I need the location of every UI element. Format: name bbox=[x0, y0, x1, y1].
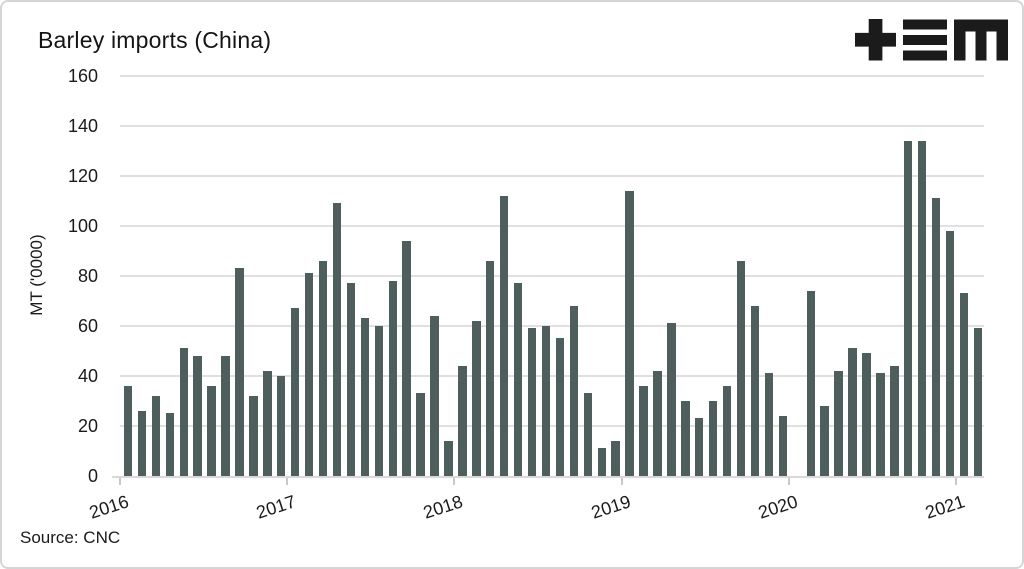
bar bbox=[904, 140, 913, 476]
bar bbox=[374, 325, 383, 476]
x-tick-label: 2018 bbox=[421, 491, 466, 523]
y-tick-label: 160 bbox=[67, 65, 98, 86]
bar bbox=[360, 318, 370, 476]
bar bbox=[639, 385, 648, 476]
bar bbox=[263, 370, 272, 476]
bar bbox=[973, 328, 983, 476]
bar bbox=[193, 355, 202, 476]
three-bars-icon bbox=[903, 19, 947, 61]
x-tick bbox=[620, 477, 623, 485]
bar bbox=[513, 283, 523, 476]
y-tick-label: 20 bbox=[77, 415, 98, 436]
bar bbox=[430, 315, 439, 476]
bar bbox=[820, 405, 829, 476]
y-tick-label: 140 bbox=[67, 115, 98, 136]
m-icon bbox=[954, 19, 1008, 61]
bar bbox=[555, 338, 565, 476]
bar bbox=[918, 140, 927, 476]
x-tick bbox=[286, 477, 289, 485]
bar bbox=[764, 373, 774, 476]
gridline bbox=[120, 324, 984, 327]
bar bbox=[472, 320, 481, 476]
bar bbox=[249, 395, 258, 476]
bar bbox=[625, 190, 634, 476]
bar bbox=[778, 415, 788, 476]
x-tick-label: 2019 bbox=[588, 491, 633, 523]
gridline bbox=[120, 124, 984, 127]
bar bbox=[179, 348, 188, 476]
plus-icon bbox=[855, 19, 896, 61]
x-tick-label: 2021 bbox=[922, 491, 968, 523]
bar bbox=[848, 348, 857, 476]
y-tick-label: 100 bbox=[67, 215, 98, 236]
gridline bbox=[120, 424, 984, 427]
bar bbox=[750, 305, 760, 476]
bar bbox=[541, 325, 551, 476]
bar bbox=[583, 393, 592, 476]
bar bbox=[207, 385, 216, 476]
source-label: Source: CNC bbox=[20, 528, 121, 547]
y-tick-label: 40 bbox=[77, 365, 98, 386]
bar bbox=[458, 365, 467, 476]
bar bbox=[444, 440, 453, 476]
bar bbox=[402, 240, 411, 476]
bar bbox=[346, 283, 356, 476]
bar bbox=[695, 418, 704, 476]
bar bbox=[667, 323, 676, 476]
bar bbox=[304, 273, 314, 476]
gridline bbox=[120, 174, 984, 177]
y-tick-label: 0 bbox=[87, 465, 98, 486]
x-tick-label: 2017 bbox=[254, 491, 299, 523]
bar bbox=[959, 293, 969, 476]
bar bbox=[681, 400, 690, 476]
bar bbox=[569, 305, 579, 476]
bar bbox=[709, 400, 718, 476]
bar bbox=[165, 413, 174, 476]
x-tick-label: 2016 bbox=[86, 491, 132, 523]
bar bbox=[291, 308, 300, 476]
y-tick-label: 80 bbox=[77, 265, 98, 286]
bar bbox=[862, 353, 871, 476]
x-axis-line bbox=[112, 475, 984, 478]
bar bbox=[137, 410, 147, 476]
bar bbox=[486, 260, 495, 476]
chart-title: Barley imports (China) bbox=[38, 27, 272, 53]
bar bbox=[332, 203, 342, 476]
gridline bbox=[120, 224, 984, 227]
gridline bbox=[120, 374, 984, 377]
bar bbox=[277, 375, 286, 476]
bar bbox=[500, 195, 509, 476]
bar bbox=[123, 385, 133, 476]
bar bbox=[653, 370, 662, 476]
x-tick bbox=[453, 477, 456, 485]
gridline bbox=[120, 274, 984, 277]
bar bbox=[806, 290, 815, 476]
bar bbox=[945, 230, 955, 476]
bar bbox=[235, 268, 244, 476]
bar bbox=[388, 280, 397, 476]
y-tick-label: 120 bbox=[67, 165, 98, 186]
x-tick-label: 2020 bbox=[755, 491, 800, 523]
tem-logo bbox=[855, 19, 1008, 61]
bar bbox=[722, 385, 732, 476]
y-tick-label: 60 bbox=[77, 315, 98, 336]
bar bbox=[736, 260, 746, 476]
gridline bbox=[120, 74, 984, 77]
bar bbox=[876, 373, 885, 476]
bar bbox=[318, 260, 328, 476]
bar bbox=[527, 328, 537, 476]
x-tick bbox=[787, 477, 790, 485]
bar bbox=[890, 365, 899, 476]
bar bbox=[611, 440, 620, 476]
bar bbox=[931, 198, 941, 476]
x-tick bbox=[119, 477, 121, 485]
bar bbox=[597, 448, 606, 476]
x-tick bbox=[955, 477, 957, 485]
bar bbox=[834, 370, 843, 476]
bar bbox=[151, 395, 161, 476]
bar bbox=[416, 393, 425, 476]
bar bbox=[221, 355, 230, 476]
